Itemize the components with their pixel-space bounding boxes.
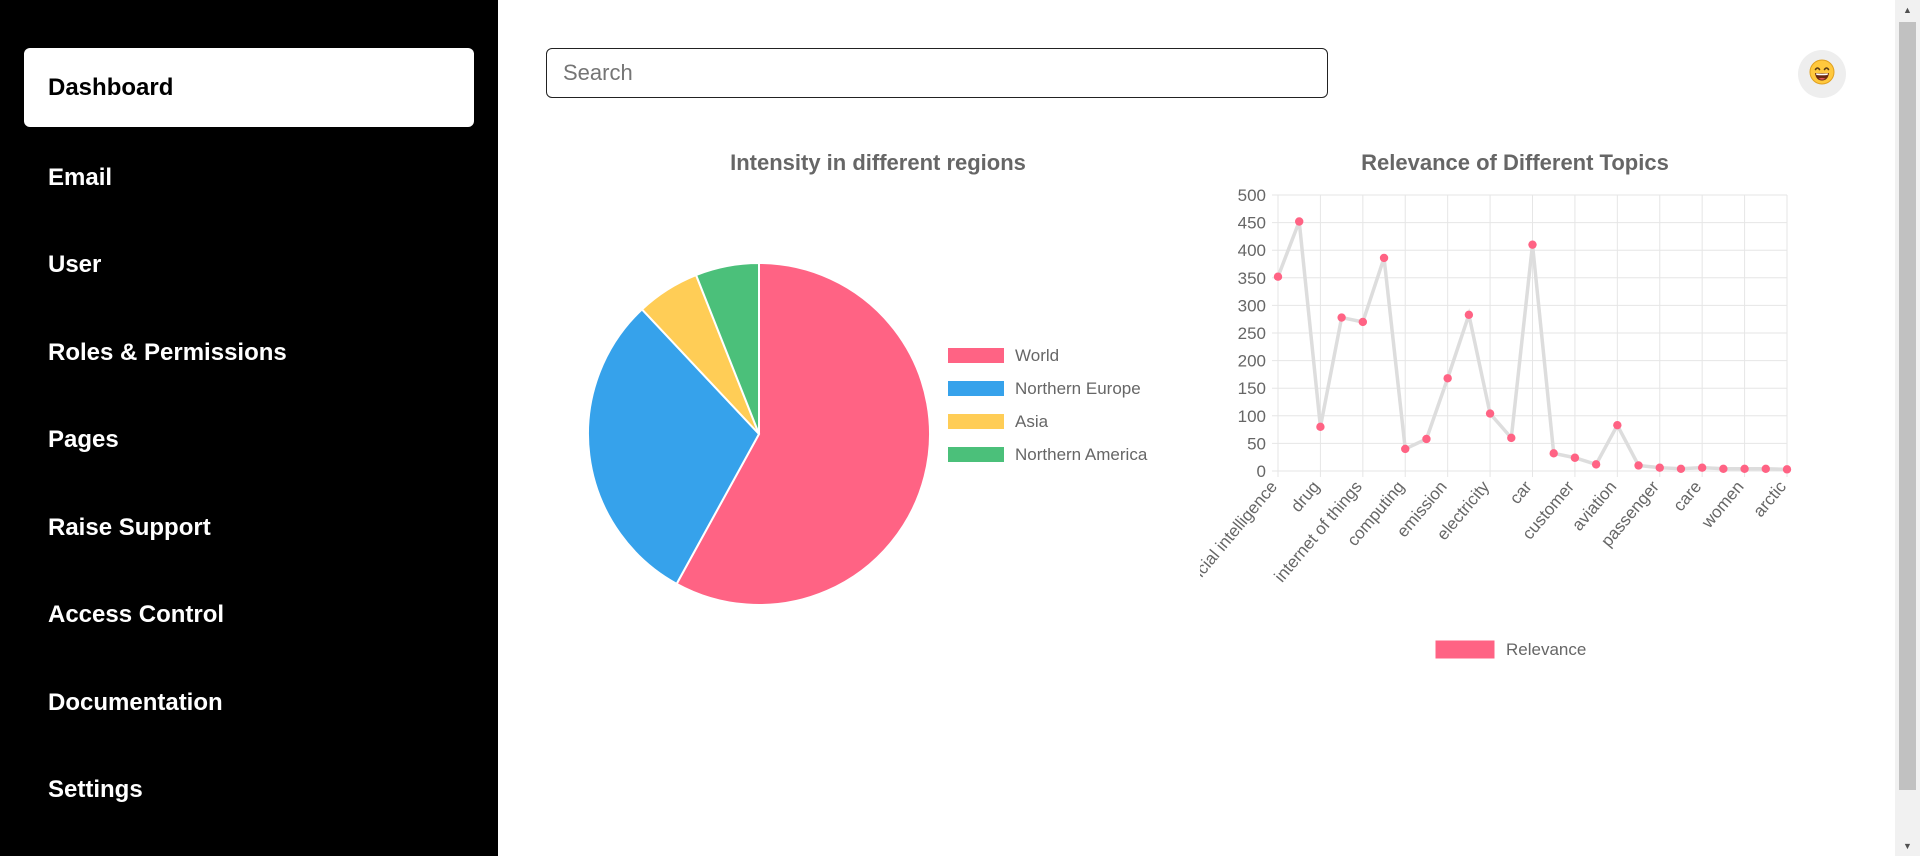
scrollbar-thumb[interactable]	[1899, 22, 1916, 790]
data-point	[1613, 420, 1622, 430]
legend-label: Asia	[1015, 412, 1049, 431]
y-tick-label: 400	[1238, 241, 1266, 260]
data-point	[1443, 374, 1452, 383]
data-point	[1422, 434, 1431, 444]
data-point	[1740, 464, 1749, 473]
x-tick-label: women	[1697, 477, 1747, 532]
data-point	[1464, 310, 1474, 319]
x-tick-label: drug	[1287, 477, 1323, 515]
data-point	[1655, 463, 1664, 472]
sidebar-item-raise-support[interactable]: Raise Support	[48, 513, 211, 541]
pie-chart: World Northern Europe Asia Northern America	[587, 261, 1148, 606]
y-tick-label: 350	[1238, 269, 1266, 288]
data-point	[1570, 453, 1580, 462]
data-point	[1782, 465, 1792, 474]
data-point	[1528, 240, 1537, 249]
data-point	[1379, 253, 1389, 263]
data-point	[1761, 464, 1770, 473]
y-tick-label: 100	[1238, 407, 1266, 426]
data-point	[1337, 313, 1346, 322]
pie-slice-northern-europe	[587, 307, 761, 586]
data-point	[1549, 449, 1558, 458]
legend-swatch	[948, 348, 1004, 363]
x-tick-label: arctic	[1749, 477, 1790, 521]
pie-slice-world	[675, 261, 932, 606]
sidebar-item-pages[interactable]: Pages	[48, 425, 119, 453]
line-chart-title: Relevance of Different Topics	[1361, 150, 1669, 175]
y-tick-label: 200	[1238, 352, 1266, 371]
sidebar-item-documentation[interactable]: Documentation	[48, 688, 223, 716]
sidebar-item-email[interactable]: Email	[48, 163, 113, 191]
y-tick-label: 0	[1257, 462, 1266, 481]
data-point	[1273, 272, 1283, 281]
data-point	[1697, 463, 1707, 472]
legend-label: Northern America	[1015, 445, 1148, 464]
legend-swatch	[1435, 640, 1495, 659]
y-tick-label: 300	[1238, 296, 1266, 315]
y-tick-label: 250	[1238, 324, 1266, 343]
sidebar-item-user[interactable]: User	[48, 250, 102, 278]
data-point	[1591, 460, 1601, 469]
sidebar-item-access-control[interactable]: Access Control	[48, 600, 225, 628]
avatar[interactable]	[1798, 50, 1846, 98]
pie-chart-title: Intensity in different regions	[730, 150, 1026, 175]
scroll-down-arrow-icon[interactable]: ▼	[1903, 841, 1912, 851]
y-tick-label: 50	[1247, 434, 1266, 453]
search-input[interactable]	[546, 48, 1328, 98]
x-tick-label: care	[1669, 477, 1705, 515]
data-point	[1485, 409, 1495, 418]
legend-swatch	[948, 447, 1004, 462]
legend-swatch	[948, 414, 1004, 429]
data-point	[1507, 433, 1516, 443]
scrollbar[interactable]: ▲ ▼	[1895, 0, 1920, 856]
x-tick-label: artificial intelligence	[1200, 477, 1281, 602]
y-tick-label: 500	[1238, 186, 1266, 205]
sidebar-item-dashboard[interactable]: Dashboard	[24, 48, 474, 127]
x-tick-label: car	[1506, 477, 1536, 508]
y-tick-label: 150	[1238, 379, 1266, 398]
data-point	[1358, 317, 1368, 327]
sidebar: Dashboard Email User Roles & Permissions…	[0, 0, 498, 856]
data-point	[1634, 461, 1643, 470]
legend-swatch	[948, 381, 1004, 396]
data-point	[1676, 464, 1686, 473]
sidebar-item-settings[interactable]: Settings	[48, 775, 143, 803]
legend-label: World	[1015, 346, 1059, 365]
data-point	[1316, 422, 1325, 432]
smiley-face-icon	[1809, 59, 1835, 90]
sidebar-item-roles-permissions[interactable]: Roles & Permissions	[48, 338, 287, 366]
legend-label: Northern Europe	[1015, 379, 1141, 398]
y-tick-label: 450	[1238, 214, 1266, 233]
scroll-up-arrow-icon[interactable]: ▲	[1903, 5, 1912, 15]
pie-slice-northern-america	[694, 261, 760, 435]
data-point	[1401, 444, 1410, 454]
data-point	[1295, 217, 1304, 226]
line-chart: 0 50 100 150 200 250 300 350 400 450 500 artificial…	[1200, 186, 1792, 659]
data-point	[1719, 464, 1728, 473]
legend-label: Relevance	[1506, 640, 1586, 659]
